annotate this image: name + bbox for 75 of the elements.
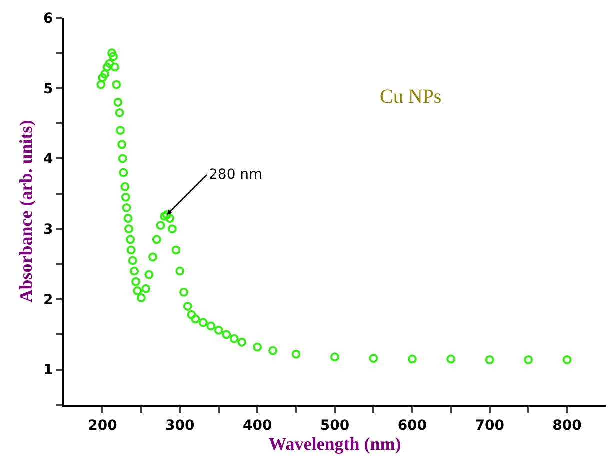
x-tick-label: 400 xyxy=(242,418,272,434)
point xyxy=(369,354,378,364)
point xyxy=(253,342,262,352)
x-tick-label: 500 xyxy=(320,418,350,434)
x-tick-label: 700 xyxy=(475,418,505,434)
point xyxy=(120,182,130,192)
point xyxy=(180,288,189,297)
point xyxy=(132,277,141,286)
y-tick-label: 1 xyxy=(43,362,54,379)
point xyxy=(119,168,128,178)
point xyxy=(126,246,136,255)
point xyxy=(176,266,185,276)
point xyxy=(222,330,232,340)
point xyxy=(115,108,124,118)
point xyxy=(100,70,110,79)
point xyxy=(292,350,301,359)
point xyxy=(183,302,192,311)
point xyxy=(214,326,224,335)
point xyxy=(187,310,196,320)
point xyxy=(160,212,170,221)
point xyxy=(108,48,117,58)
y-tick-label: 3 xyxy=(43,222,54,238)
point xyxy=(156,221,166,230)
y-tick-label: 5 xyxy=(43,81,54,98)
x-tick-label: 800 xyxy=(552,418,582,434)
point xyxy=(126,235,136,244)
x-tick-label: 200 xyxy=(88,418,118,434)
x-tick-label: 600 xyxy=(398,418,428,434)
point xyxy=(485,355,494,364)
point xyxy=(142,284,151,294)
point xyxy=(191,314,200,324)
y-tick-label: 6 xyxy=(43,10,54,27)
point xyxy=(168,224,177,234)
point xyxy=(96,80,106,90)
point xyxy=(128,256,138,266)
point xyxy=(114,98,123,107)
point xyxy=(122,203,132,212)
y-tick-label: 2 xyxy=(43,292,54,308)
point xyxy=(166,214,175,224)
x-axis-title: Wavelength (nm) xyxy=(268,434,402,454)
point xyxy=(102,62,112,72)
point xyxy=(148,252,158,262)
x-tick-label: 300 xyxy=(166,418,196,434)
point xyxy=(172,246,181,255)
point xyxy=(446,354,456,364)
point xyxy=(152,235,162,244)
point xyxy=(562,355,572,364)
point xyxy=(524,355,534,364)
point xyxy=(206,322,216,331)
point xyxy=(144,270,154,280)
point xyxy=(121,192,130,202)
point xyxy=(198,318,208,328)
point xyxy=(98,73,108,82)
point xyxy=(408,354,417,364)
point xyxy=(105,59,114,68)
point xyxy=(162,210,172,220)
point xyxy=(110,62,120,72)
point xyxy=(118,154,128,164)
point xyxy=(136,294,146,303)
point xyxy=(230,334,239,344)
point xyxy=(238,338,247,347)
point xyxy=(109,52,118,62)
point xyxy=(268,346,278,356)
y-axis-title: Absorbance (arb. units) xyxy=(16,120,36,303)
y-tick-label: 4 xyxy=(43,152,54,168)
point xyxy=(124,214,133,224)
annotation: Cu NPs xyxy=(380,86,442,108)
point xyxy=(130,266,139,276)
point xyxy=(330,352,340,362)
annotation: 280 nm xyxy=(209,167,263,183)
point xyxy=(133,286,142,296)
point xyxy=(112,80,122,90)
point xyxy=(118,140,127,150)
point xyxy=(124,224,134,234)
point xyxy=(116,126,126,136)
